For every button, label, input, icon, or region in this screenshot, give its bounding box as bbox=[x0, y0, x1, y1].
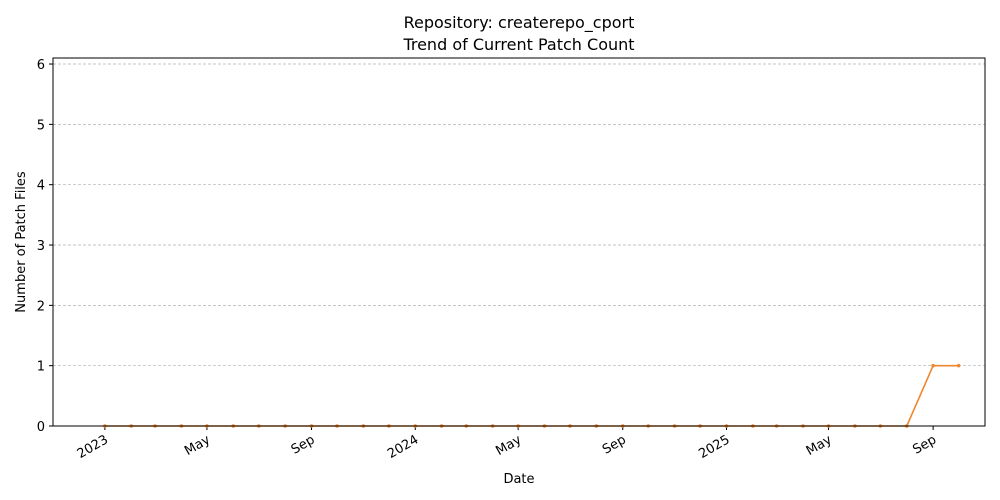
x-tick-label: May bbox=[182, 432, 213, 459]
gridlines bbox=[53, 63, 985, 367]
y-axis-ticks: 0 1 2 3 4 5 6 bbox=[37, 58, 53, 435]
x-tick-label: 2025 bbox=[696, 432, 732, 462]
x-axis-ticks: 2023 May Sep 2024 May Sep 2025 May Sep bbox=[75, 426, 939, 462]
data-point bbox=[931, 363, 935, 368]
x-tick-label: 2024 bbox=[385, 432, 421, 462]
y-axis-label: Number of Patch Files bbox=[14, 171, 29, 313]
chart-subtitle: Trend of Current Patch Count bbox=[402, 35, 634, 54]
x-tick-label: May bbox=[804, 432, 835, 459]
x-tick-label: Sep bbox=[910, 432, 939, 457]
x-tick-label: 2023 bbox=[75, 432, 111, 462]
y-tick-label: 3 bbox=[37, 239, 45, 254]
y-tick-label: 2 bbox=[37, 299, 45, 314]
y-tick-label: 6 bbox=[37, 58, 45, 73]
series-layer bbox=[103, 363, 961, 428]
y-tick-label: 0 bbox=[37, 420, 45, 435]
plot-frame bbox=[52, 57, 986, 427]
x-tick-label: Sep bbox=[289, 432, 318, 457]
x-tick-label: May bbox=[493, 432, 524, 459]
y-tick-label: 4 bbox=[37, 179, 45, 194]
y-tick-label: 5 bbox=[37, 118, 45, 133]
x-axis-label: Date bbox=[503, 472, 534, 487]
series-line bbox=[104, 364, 959, 427]
x-tick-label: Sep bbox=[600, 432, 629, 457]
data-point bbox=[956, 363, 961, 368]
y-tick-label: 1 bbox=[37, 360, 45, 375]
chart-title: Repository: createrepo_cport bbox=[404, 13, 635, 33]
